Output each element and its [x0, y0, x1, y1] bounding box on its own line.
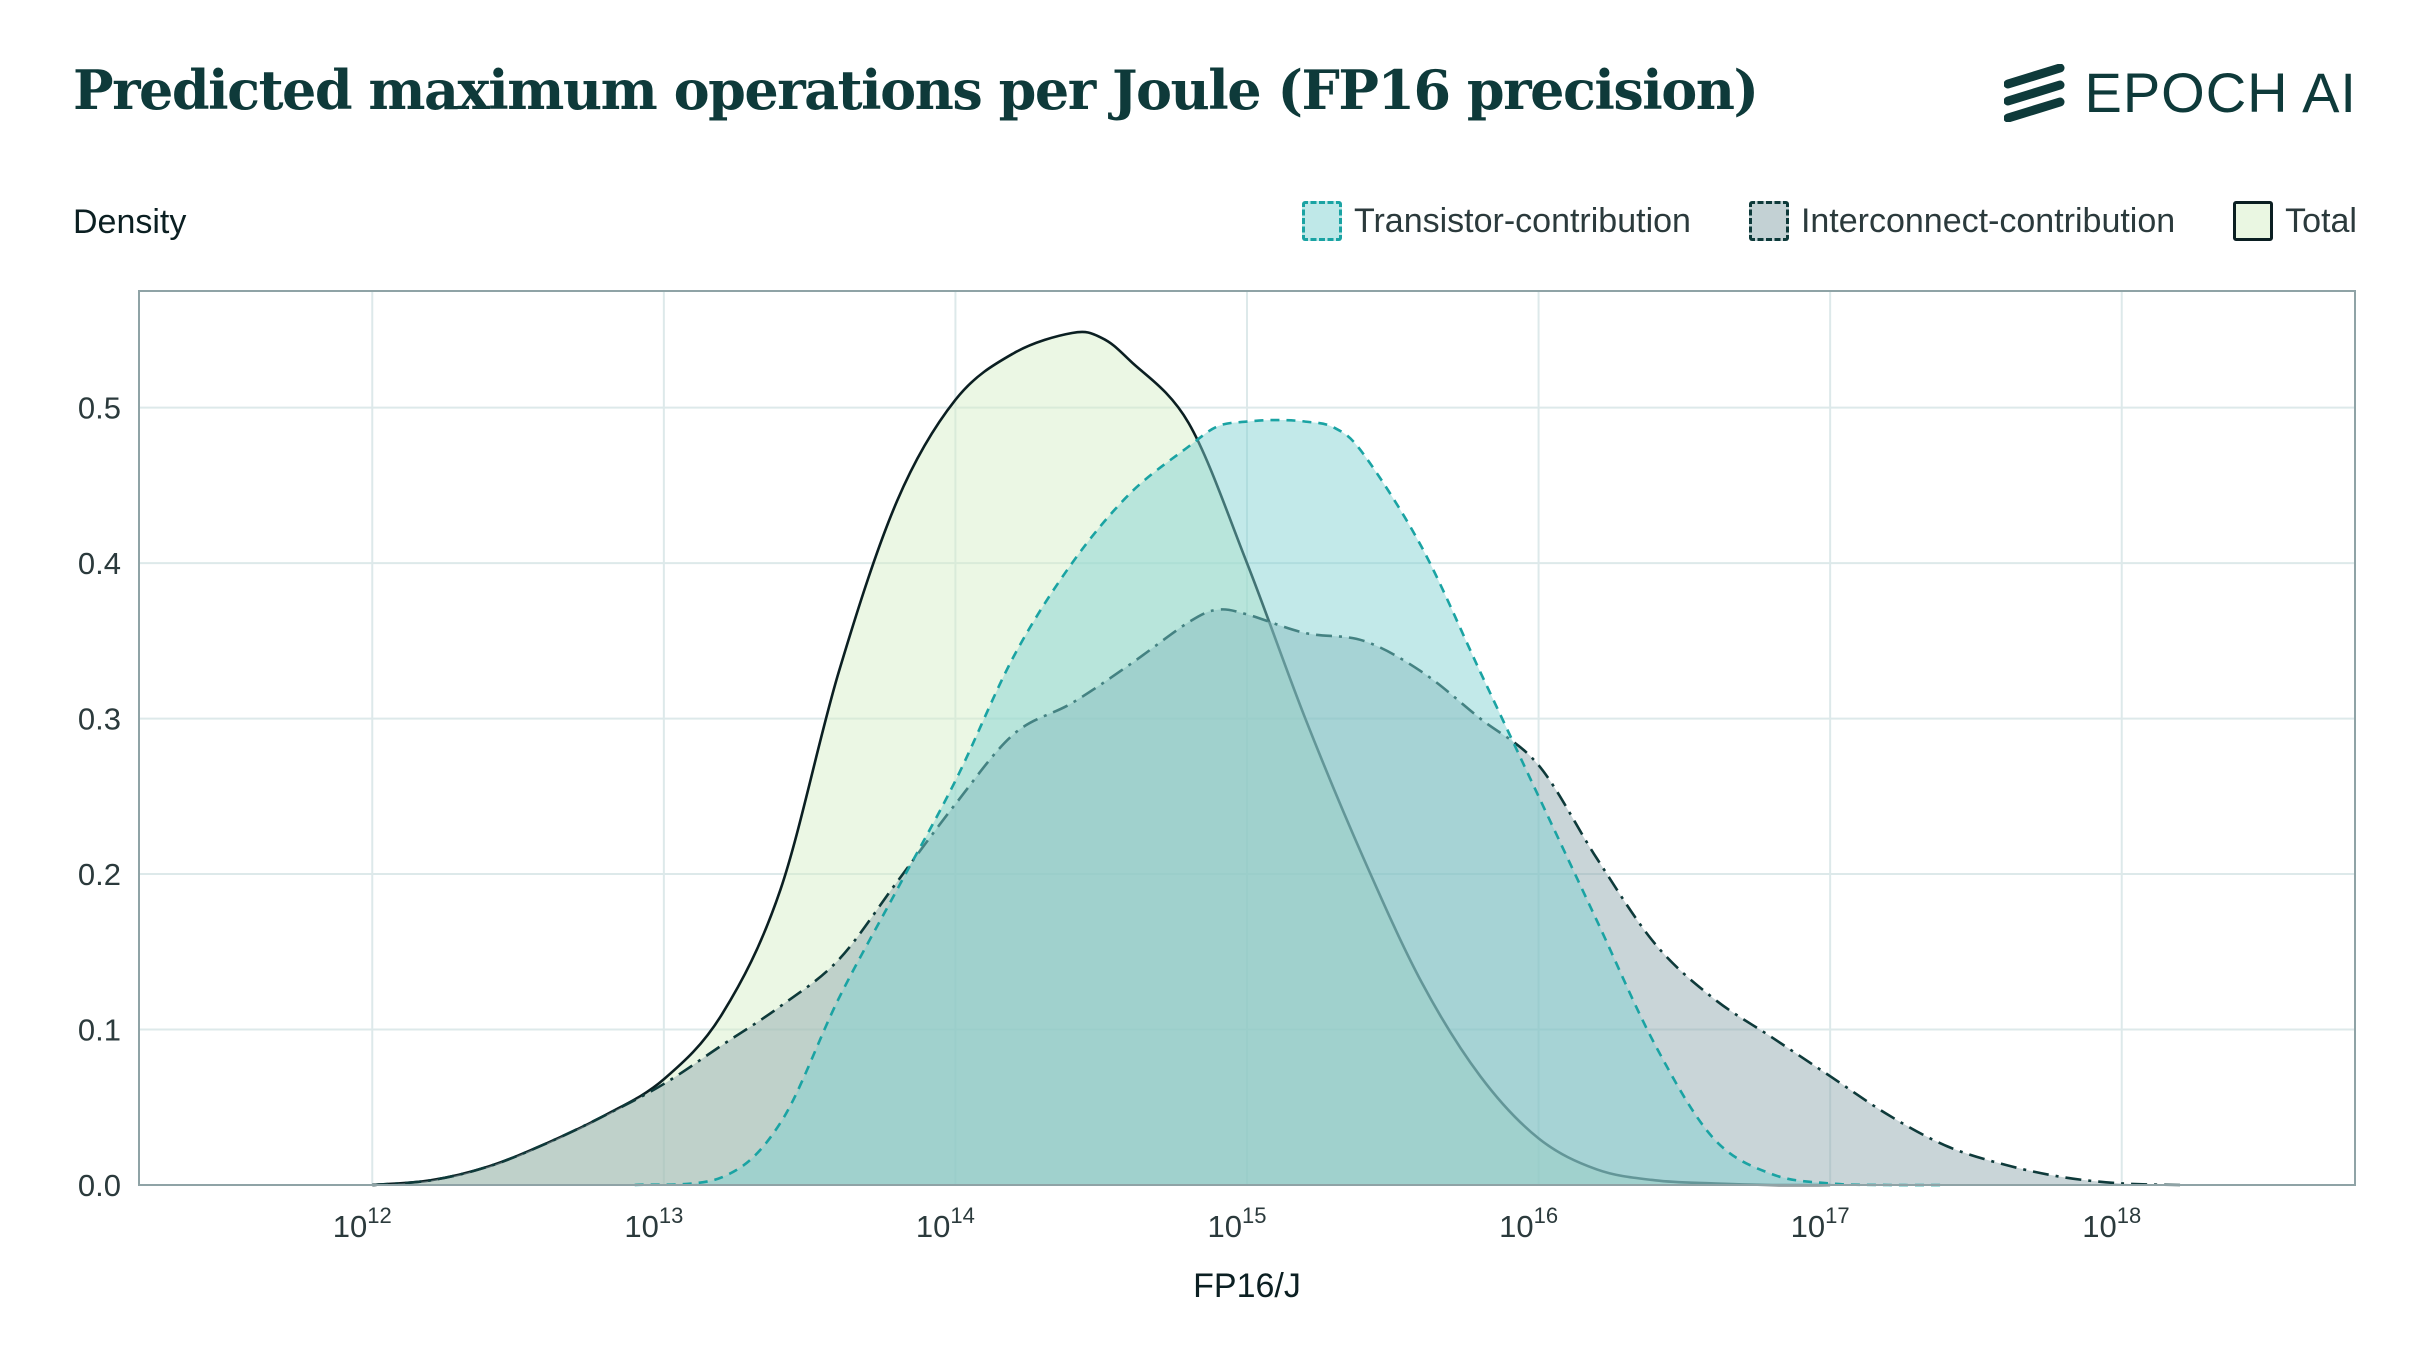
plot-frame	[138, 290, 2356, 1186]
legend-item-total: Total	[2233, 201, 2357, 241]
y-tick-label: 0.1	[78, 1013, 121, 1048]
series-line-total	[372, 330, 1831, 1187]
chart-title: Predicted maximum operations per Joule (…	[73, 58, 1759, 122]
x-axis-ticks: 1012 1013 1014 1015 1016 1017 1018	[333, 1203, 2141, 1244]
y-tick-label: 0.3	[78, 702, 121, 737]
y-axis-ticks: 0.0 0.1 0.2 0.3 0.4 0.5	[78, 391, 121, 1203]
y-tick-label: 0.4	[78, 546, 121, 581]
y-tick-label: 0.2	[78, 857, 121, 892]
y-tick-label: 0.5	[78, 391, 121, 426]
x-tick-label: 1013	[624, 1203, 683, 1244]
series-area-transistor-contribution	[634, 420, 1947, 1186]
legend-label-transistor: Transistor-contribution	[1353, 201, 1691, 240]
legend-item-transistor: Transistor-contribution	[1301, 201, 1691, 241]
epoch-logo-icon	[2004, 63, 2065, 122]
chart-legend: Transistor-contribution Interconnect-con…	[1301, 201, 2357, 241]
legend-item-interconnect: Interconnect-contribution	[1748, 201, 2176, 241]
legend-label-total: Total	[2285, 201, 2357, 240]
y-axis-label: Density	[73, 203, 187, 241]
legend-label-interconnect: Interconnect-contribution	[1800, 201, 2176, 240]
brand-name: EPOCH AI	[2084, 61, 2357, 124]
legend-swatch-total	[2233, 201, 2274, 241]
brand-logo: EPOCH AI	[2004, 60, 2357, 125]
y-tick-label: 0.0	[78, 1168, 121, 1203]
legend-swatch-interconnect	[1748, 201, 1789, 241]
series-area-interconnect-contribution	[372, 609, 2181, 1185]
legend-swatch-transistor	[1301, 201, 1342, 241]
x-tick-label: 1017	[1791, 1203, 1850, 1244]
series-area-total	[372, 331, 1831, 1186]
x-tick-label: 1016	[1499, 1203, 1558, 1244]
x-tick-label: 1012	[333, 1203, 392, 1244]
chart-series-areas	[372, 330, 2181, 1187]
x-tick-label: 1014	[916, 1203, 975, 1244]
x-axis-title: FP16/J	[1193, 1267, 1301, 1305]
x-tick-label: 1015	[1208, 1203, 1267, 1244]
x-tick-label: 1018	[2082, 1203, 2141, 1244]
series-line-transistor-contribution	[634, 418, 1947, 1187]
